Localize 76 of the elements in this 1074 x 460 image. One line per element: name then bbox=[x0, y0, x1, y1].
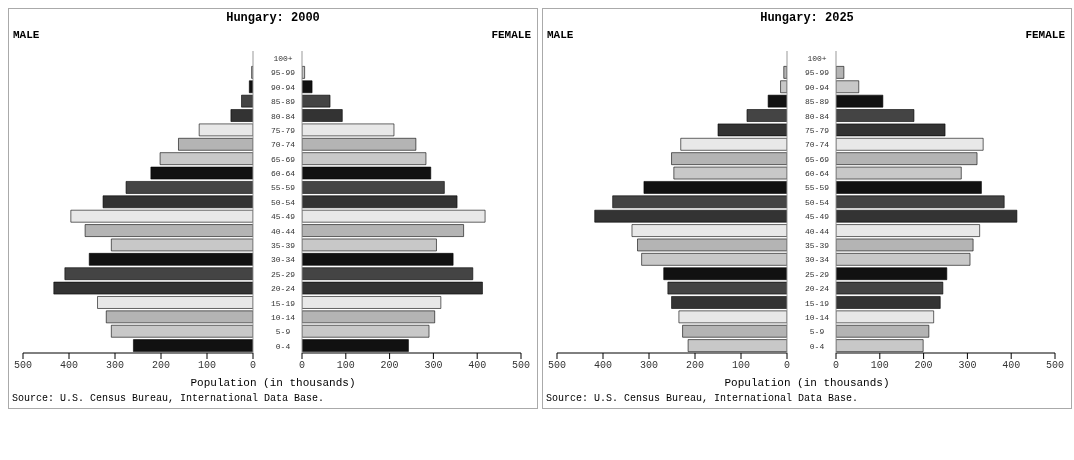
x-tick-label: 500 bbox=[511, 360, 531, 372]
y-tick-label: 20-24 bbox=[804, 284, 830, 294]
source-note: Source: U.S. Census Bureau, International Data Base. bbox=[545, 393, 860, 406]
chart-title: Hungary: 2025 bbox=[759, 10, 855, 27]
x-tick-label: 100 bbox=[197, 360, 217, 372]
x-tick-label: 500 bbox=[13, 360, 33, 372]
x-tick-label: 0 bbox=[249, 360, 257, 372]
x-tick-label: 200 bbox=[380, 360, 399, 372]
y-tick-label: 85-89 bbox=[804, 97, 830, 107]
y-tick-label: 5-9 bbox=[809, 327, 825, 337]
x-tick-label: 500 bbox=[1045, 360, 1065, 372]
y-tick-label: 100+ bbox=[273, 54, 293, 64]
y-tick-label: 70-74 bbox=[270, 140, 296, 150]
y-tick-label: 85-89 bbox=[270, 97, 296, 107]
x-tick-label: 300 bbox=[958, 360, 977, 372]
y-tick-label: 50-54 bbox=[270, 197, 296, 207]
y-tick-label: 95-99 bbox=[270, 68, 296, 78]
x-tick-label: 400 bbox=[1002, 360, 1021, 372]
x-tick-label: 100 bbox=[731, 360, 751, 372]
y-tick-label: 0-4 bbox=[809, 341, 825, 351]
x-tick-label: 300 bbox=[105, 360, 125, 372]
x-tick-label: 0 bbox=[832, 360, 840, 372]
y-tick-label: 60-64 bbox=[270, 169, 296, 179]
x-tick-label: 100 bbox=[870, 360, 889, 372]
y-tick-label: 20-24 bbox=[270, 284, 296, 294]
y-tick-label: 25-29 bbox=[804, 269, 830, 279]
y-tick-label: 65-69 bbox=[270, 154, 296, 164]
x-tick-label: 200 bbox=[685, 360, 705, 372]
x-tick-label: 300 bbox=[639, 360, 659, 372]
y-tick-label: 50-54 bbox=[804, 197, 830, 207]
y-tick-label: 80-84 bbox=[804, 111, 830, 121]
x-tick-label: 400 bbox=[59, 360, 79, 372]
y-tick-label: 40-44 bbox=[804, 226, 830, 236]
y-tick-label: 55-59 bbox=[270, 183, 296, 193]
y-tick-label: 35-39 bbox=[804, 240, 830, 250]
text: FEMALE bbox=[1025, 29, 1065, 41]
y-tick-label: 70-74 bbox=[804, 140, 830, 150]
y-tick-label: 65-69 bbox=[804, 154, 830, 164]
y-tick-label: 15-19 bbox=[804, 298, 830, 308]
y-tick-label: 0-4 bbox=[275, 341, 291, 351]
y-tick-label: 95-99 bbox=[804, 68, 830, 78]
y-tick-label: 90-94 bbox=[270, 82, 296, 92]
x-tick-label: 400 bbox=[468, 360, 487, 372]
y-tick-label: 30-34 bbox=[804, 255, 830, 265]
y-tick-label: 90-94 bbox=[804, 82, 830, 92]
y-tick-label: 55-59 bbox=[804, 183, 830, 193]
text: FEMALE bbox=[491, 29, 531, 41]
source-note: Source: U.S. Census Bureau, International Data Base. bbox=[11, 393, 326, 406]
y-tick-label: 35-39 bbox=[270, 240, 296, 250]
y-tick-label: 45-49 bbox=[804, 212, 830, 222]
x-tick-label: 200 bbox=[914, 360, 933, 372]
y-tick-label: 75-79 bbox=[804, 125, 830, 135]
y-tick-label: 10-14 bbox=[804, 312, 830, 322]
x-tick-label: 500 bbox=[547, 360, 567, 372]
y-tick-label: 75-79 bbox=[270, 125, 296, 135]
x-tick-label: 300 bbox=[424, 360, 443, 372]
y-tick-label: 25-29 bbox=[270, 269, 296, 279]
x-tick-label: 400 bbox=[593, 360, 613, 372]
x-axis-title: Population (in thousands) bbox=[723, 377, 891, 391]
y-tick-label: 40-44 bbox=[270, 226, 296, 236]
x-tick-label: 200 bbox=[151, 360, 171, 372]
y-tick-label: 100+ bbox=[807, 54, 827, 64]
y-tick-label: 10-14 bbox=[270, 312, 296, 322]
text: MALE bbox=[547, 29, 574, 41]
y-tick-label: 45-49 bbox=[270, 212, 296, 222]
y-tick-label: 60-64 bbox=[804, 169, 830, 179]
y-tick-label: 30-34 bbox=[270, 255, 296, 265]
x-axis-title: Population (in thousands) bbox=[189, 377, 357, 391]
y-tick-label: 15-19 bbox=[270, 298, 296, 308]
x-tick-label: 100 bbox=[336, 360, 355, 372]
y-tick-label: 5-9 bbox=[275, 327, 291, 337]
chart-title: Hungary: 2000 bbox=[225, 10, 321, 27]
x-tick-label: 0 bbox=[298, 360, 306, 372]
text: MALE bbox=[13, 29, 40, 41]
x-tick-label: 0 bbox=[783, 360, 791, 372]
y-tick-label: 80-84 bbox=[270, 111, 296, 121]
